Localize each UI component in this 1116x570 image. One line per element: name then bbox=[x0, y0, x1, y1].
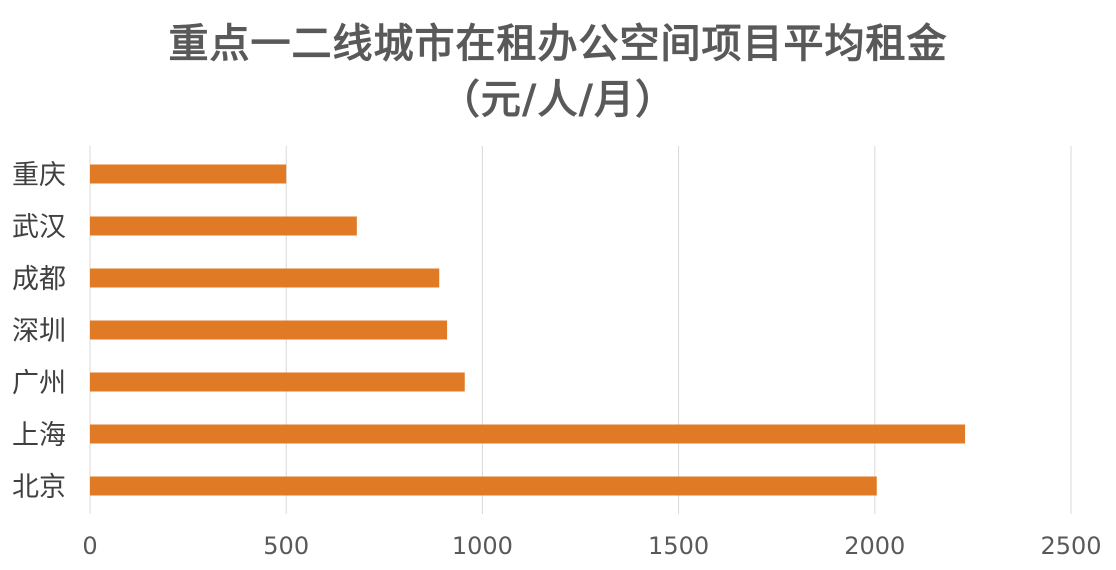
category-label-4: 广州 bbox=[12, 368, 66, 399]
x-tick-label-0: 0 bbox=[82, 532, 97, 560]
x-tick-label-2500: 2500 bbox=[1040, 532, 1101, 560]
x-tick-label-1000: 1000 bbox=[452, 532, 513, 560]
bar-4 bbox=[90, 372, 465, 392]
bar-6 bbox=[90, 476, 877, 496]
x-tick-label-2000: 2000 bbox=[844, 532, 905, 560]
chart-title-line-2: （元/人/月） bbox=[439, 77, 677, 123]
bar-5 bbox=[90, 424, 966, 444]
category-label-0: 重庆 bbox=[12, 160, 66, 191]
bar-3 bbox=[90, 320, 448, 340]
bar-1 bbox=[90, 216, 357, 236]
category-label-1: 武汉 bbox=[12, 212, 66, 243]
x-tick-label-500: 500 bbox=[263, 532, 309, 560]
category-label-6: 北京 bbox=[12, 472, 66, 503]
category-label-5: 上海 bbox=[12, 420, 66, 451]
category-label-3: 深圳 bbox=[12, 316, 66, 347]
bar-0 bbox=[90, 164, 287, 184]
bar-2 bbox=[90, 268, 440, 288]
chart-title-line-1: 重点一二线城市在租办公空间项目平均租金 bbox=[168, 21, 948, 67]
category-label-2: 成都 bbox=[12, 264, 66, 295]
x-tick-label-1500: 1500 bbox=[648, 532, 709, 560]
chart-title: 重点一二线城市在租办公空间项目平均租金 （元/人/月） bbox=[0, 16, 1116, 128]
